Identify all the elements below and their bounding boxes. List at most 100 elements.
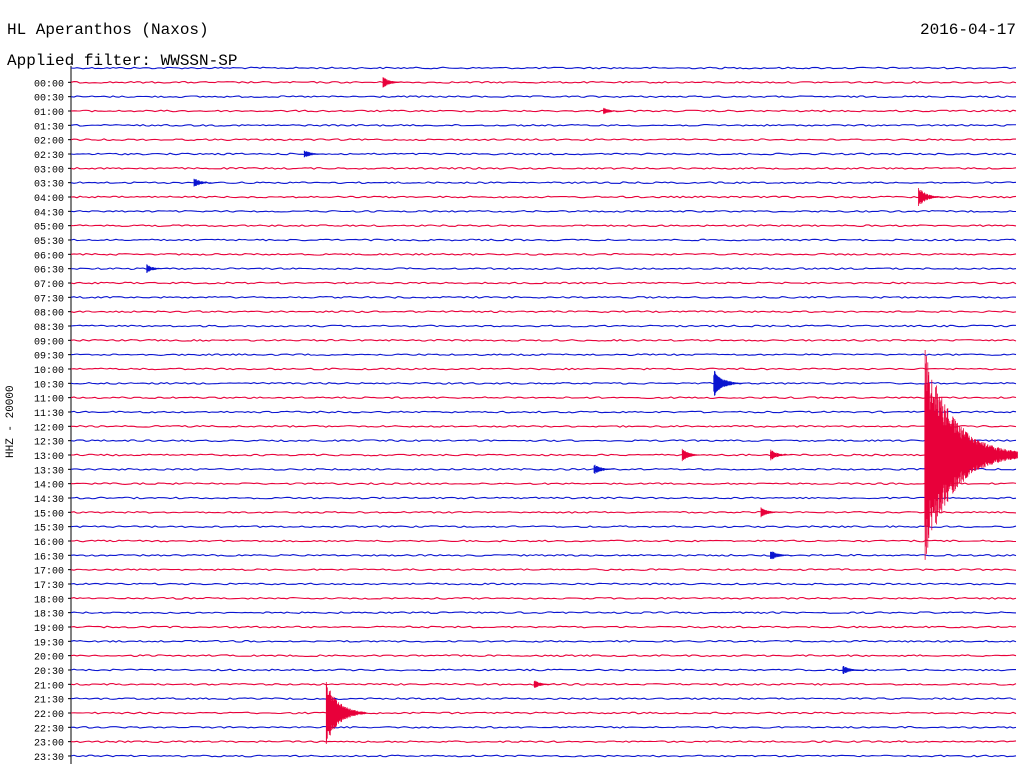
trace-line <box>70 238 1017 242</box>
time-tick-label: 23:30 <box>34 753 64 764</box>
seismic-event <box>325 681 367 745</box>
seismic-event <box>593 464 617 474</box>
trace-line <box>70 625 1017 629</box>
trace-line <box>70 123 1017 127</box>
trace-line <box>70 138 1017 142</box>
filter-label: Applied filter: WWSSN-SP <box>7 52 238 70</box>
station-title: HL Aperanthos (Naxos) <box>7 21 209 39</box>
trace-line <box>70 697 1017 701</box>
trace-line <box>70 424 1017 428</box>
time-tick-label: 18:30 <box>34 610 64 621</box>
time-tick-label: 08:30 <box>34 323 64 334</box>
time-tick-label: 04:00 <box>34 194 64 205</box>
time-tick-label: 22:00 <box>34 710 64 721</box>
trace-line <box>70 80 1017 84</box>
trace-line <box>70 295 1017 299</box>
time-tick-label: 11:00 <box>34 395 64 406</box>
time-tick-label: 13:30 <box>34 466 64 477</box>
trace-line <box>70 654 1017 658</box>
trace-line <box>70 510 1017 514</box>
time-tick-label: 05:00 <box>34 223 64 234</box>
time-tick-label: 16:30 <box>34 552 64 563</box>
trace-line <box>70 152 1017 156</box>
time-tick-label: 15:30 <box>34 524 64 535</box>
seismic-event <box>770 449 793 461</box>
trace-line <box>70 668 1017 672</box>
time-tick-label: 06:30 <box>34 266 64 277</box>
time-tick-label: 07:30 <box>34 294 64 305</box>
trace-line <box>70 310 1017 314</box>
time-tick-label: 08:00 <box>34 309 64 320</box>
time-tick-label: 13:00 <box>34 452 64 463</box>
time-tick-label: 00:30 <box>34 94 64 105</box>
trace-line <box>70 496 1017 500</box>
seismic-event <box>770 551 793 560</box>
trace-line <box>70 166 1017 170</box>
time-tick-label: 09:30 <box>34 352 64 363</box>
trace-line <box>70 611 1017 615</box>
seismic-event <box>713 370 742 396</box>
trace-line <box>70 725 1017 729</box>
seismic-event <box>382 77 406 88</box>
time-tick-label: 16:00 <box>34 538 64 549</box>
trace-line <box>70 367 1017 371</box>
time-tick-label: 10:00 <box>34 366 64 377</box>
trace-line <box>70 267 1017 271</box>
time-tick-label: 00:00 <box>34 79 64 90</box>
trace-line <box>70 539 1017 543</box>
trace-line <box>70 338 1017 342</box>
trace-line <box>70 740 1017 744</box>
seismic-event <box>918 187 944 207</box>
trace-line <box>70 410 1017 414</box>
trace-line <box>70 324 1017 328</box>
time-tick-label: 19:00 <box>34 624 64 635</box>
time-tick-label: 05:30 <box>34 237 64 248</box>
time-tick-label: 06:00 <box>34 251 64 262</box>
time-tick-label: 17:00 <box>34 567 64 578</box>
seismic-event <box>603 107 625 115</box>
trace-line <box>70 109 1017 113</box>
time-tick-label: 09:00 <box>34 337 64 348</box>
time-tick-label: 11:30 <box>34 409 64 420</box>
trace-line <box>70 525 1017 529</box>
seismic-event <box>681 448 705 462</box>
date-label: 2016-04-17 <box>919 21 1016 39</box>
trace-line <box>70 596 1017 600</box>
time-tick-label: 01:00 <box>34 108 64 119</box>
time-tick-label: 07:00 <box>34 280 64 291</box>
seismic-event <box>303 150 326 158</box>
seismic-event <box>146 264 168 273</box>
time-tick-label: 23:00 <box>34 739 64 750</box>
time-tick-label: 02:00 <box>34 137 64 148</box>
time-tick-label: 10:30 <box>34 380 64 391</box>
trace-line <box>70 553 1017 557</box>
time-tick-label: 22:30 <box>34 724 64 735</box>
trace-line <box>71 482 1017 486</box>
trace-line <box>70 467 1017 471</box>
trace-line <box>70 181 1017 185</box>
time-tick-label: 17:30 <box>34 581 64 592</box>
time-tick-label: 03:00 <box>34 165 64 176</box>
trace-line <box>70 195 1017 199</box>
trace-line <box>70 209 1016 213</box>
trace-line <box>70 353 1017 357</box>
trace-line <box>70 224 1017 228</box>
seismic-event <box>533 680 556 688</box>
seismic-event <box>924 350 1018 560</box>
time-tick-label: 19:30 <box>34 638 64 649</box>
seismic-event <box>760 507 783 518</box>
time-tick-label: 12:00 <box>34 423 64 434</box>
trace-line <box>70 582 1017 586</box>
trace-line <box>70 439 1017 443</box>
time-tick-label: 20:30 <box>34 667 64 678</box>
time-tick-label: 18:00 <box>34 595 64 606</box>
trace-line <box>70 568 1017 572</box>
trace-line <box>70 252 1017 256</box>
time-tick-label: 14:00 <box>34 481 64 492</box>
time-tick-label: 03:30 <box>34 180 64 191</box>
time-tick-label: 12:30 <box>34 438 64 449</box>
trace-line <box>70 639 1017 643</box>
time-tick-label: 20:00 <box>34 653 64 664</box>
trace-line <box>70 754 1017 758</box>
